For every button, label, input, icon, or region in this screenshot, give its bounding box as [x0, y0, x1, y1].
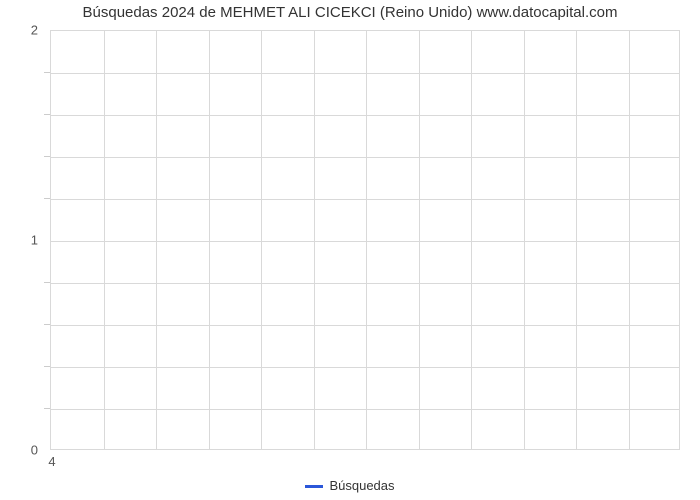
- gridline-vertical: [576, 31, 577, 449]
- gridline-horizontal: [51, 73, 679, 74]
- gridline-vertical: [524, 31, 525, 449]
- gridline-horizontal: [51, 157, 679, 158]
- gridline-vertical: [471, 31, 472, 449]
- y-minor-tick: [44, 156, 50, 157]
- y-minor-tick: [44, 366, 50, 367]
- chart-container: Búsquedas 2024 de MEHMET ALI CICEKCI (Re…: [0, 0, 700, 500]
- legend: Búsquedas: [0, 478, 700, 493]
- gridline-vertical: [629, 31, 630, 449]
- gridline-horizontal: [51, 409, 679, 410]
- y-tick-label: 0: [0, 443, 38, 458]
- gridline-horizontal: [51, 367, 679, 368]
- x-tick-label: 4: [48, 454, 55, 469]
- y-minor-tick: [44, 72, 50, 73]
- gridline-vertical: [209, 31, 210, 449]
- gridline-vertical: [366, 31, 367, 449]
- gridline-vertical: [419, 31, 420, 449]
- gridline-vertical: [314, 31, 315, 449]
- gridline-horizontal: [51, 199, 679, 200]
- y-minor-tick: [44, 282, 50, 283]
- gridline-horizontal-major: [51, 241, 679, 242]
- gridline-vertical: [156, 31, 157, 449]
- gridline-vertical: [104, 31, 105, 449]
- y-minor-tick: [44, 198, 50, 199]
- gridline-horizontal: [51, 325, 679, 326]
- chart-title: Búsquedas 2024 de MEHMET ALI CICEKCI (Re…: [0, 4, 700, 21]
- gridline-horizontal: [51, 115, 679, 116]
- gridline-horizontal: [51, 283, 679, 284]
- gridline-vertical: [261, 31, 262, 449]
- y-tick-label: 2: [0, 23, 38, 38]
- y-minor-tick: [44, 324, 50, 325]
- y-minor-tick: [44, 408, 50, 409]
- plot-area: [50, 30, 680, 450]
- y-tick-label: 1: [0, 233, 38, 248]
- y-minor-tick: [44, 114, 50, 115]
- legend-label: Búsquedas: [329, 478, 394, 493]
- legend-swatch: [305, 485, 323, 488]
